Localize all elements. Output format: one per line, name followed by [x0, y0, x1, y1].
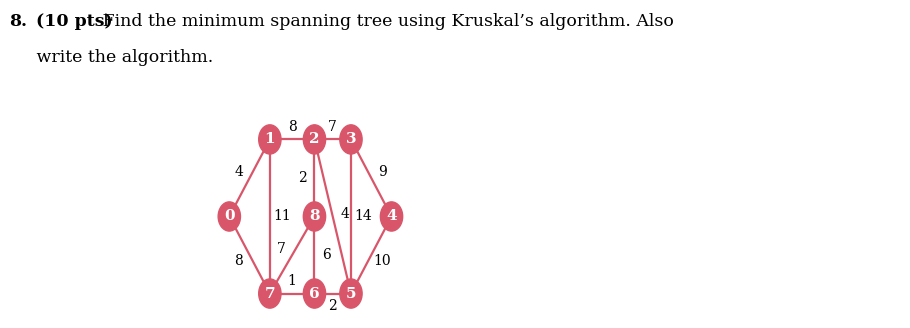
Text: 7: 7	[278, 242, 286, 256]
Text: 9: 9	[378, 165, 387, 179]
Text: 3: 3	[346, 133, 357, 146]
Text: Find the minimum spanning tree using Kruskal’s algorithm. Also: Find the minimum spanning tree using Kru…	[97, 13, 674, 30]
Text: 1: 1	[265, 133, 275, 146]
Text: 4: 4	[340, 207, 349, 221]
Ellipse shape	[258, 125, 281, 154]
Text: 2: 2	[329, 299, 337, 313]
Text: 8: 8	[288, 120, 297, 134]
Text: 2: 2	[309, 133, 319, 146]
Text: 8.: 8.	[9, 13, 27, 30]
Text: 1: 1	[288, 274, 297, 288]
Ellipse shape	[303, 202, 326, 231]
Text: 4: 4	[235, 165, 243, 179]
Text: write the algorithm.: write the algorithm.	[9, 49, 213, 66]
Text: 8: 8	[309, 210, 319, 223]
Text: 7: 7	[265, 287, 275, 300]
Text: 0: 0	[224, 210, 235, 223]
Text: 2: 2	[298, 171, 307, 185]
Text: 5: 5	[346, 287, 356, 300]
Text: 7: 7	[329, 120, 338, 134]
Ellipse shape	[303, 125, 326, 154]
Ellipse shape	[339, 279, 362, 308]
Ellipse shape	[380, 202, 402, 231]
Text: 10: 10	[373, 254, 390, 268]
Text: (10 pts): (10 pts)	[36, 13, 113, 30]
Text: 6: 6	[322, 248, 331, 262]
Ellipse shape	[339, 125, 362, 154]
Text: 11: 11	[273, 210, 291, 223]
Ellipse shape	[218, 202, 240, 231]
Text: 14: 14	[354, 210, 372, 223]
Text: 8: 8	[235, 254, 243, 268]
Ellipse shape	[303, 279, 326, 308]
Ellipse shape	[258, 279, 281, 308]
Text: 4: 4	[386, 210, 397, 223]
Text: 6: 6	[309, 287, 319, 300]
